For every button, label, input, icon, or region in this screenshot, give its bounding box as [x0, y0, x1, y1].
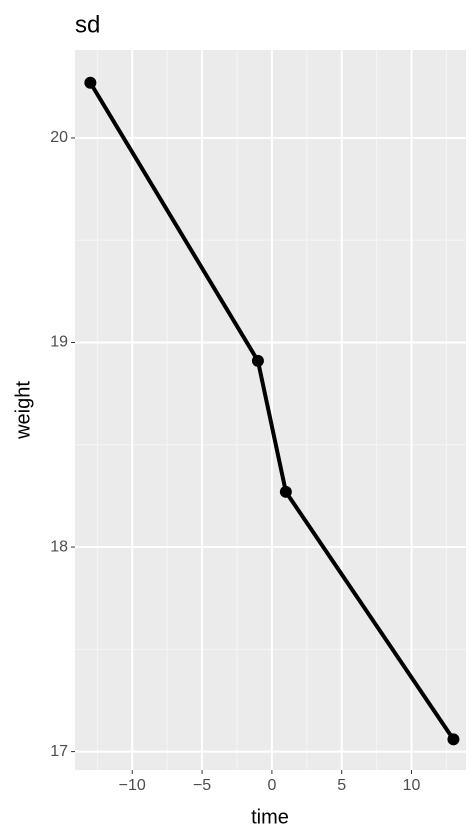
x-tick-label: −10: [119, 777, 146, 794]
y-tick-label: 20: [50, 129, 68, 146]
panel: [75, 50, 466, 770]
y-axis-label: weight: [12, 381, 34, 440]
x-tick-label: −5: [193, 777, 211, 794]
y-tick-label: 18: [50, 538, 68, 555]
x-tick-label: 5: [337, 777, 346, 794]
line: [88, 81, 456, 741]
point: [447, 733, 460, 746]
y-tick-label: 17: [50, 743, 68, 760]
y-tick-label: 19: [50, 334, 68, 351]
point: [251, 354, 264, 367]
point: [84, 76, 97, 89]
point: [279, 485, 292, 498]
x-tick-label: 0: [267, 777, 276, 794]
chart-title: sd: [75, 11, 100, 38]
x-axis-label: time: [251, 806, 289, 828]
x-tick-label: 10: [403, 777, 421, 794]
